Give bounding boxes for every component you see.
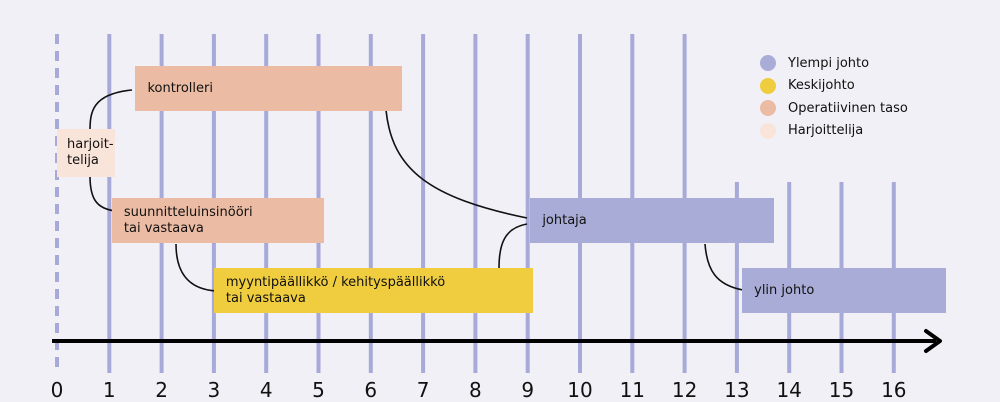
connector-trainee-controller — [89, 89, 133, 132]
role-bar-director: johtaja — [530, 198, 774, 243]
x-tick-7: 7 — [416, 378, 430, 402]
x-tick-1: 1 — [102, 378, 116, 402]
x-axis-arrow-icon — [924, 329, 942, 353]
role-bar-sales: myyntipäällikkö / kehityspäällikkö tai v… — [213, 268, 533, 313]
legend: Ylempi johto Keskijohto Operatiivinen ta… — [760, 52, 908, 142]
role-bar-controller: kontrolleri — [135, 66, 403, 111]
legend-item-upper-management: Ylempi johto — [760, 52, 908, 75]
x-tick-4: 4 — [259, 378, 273, 402]
x-tick-14: 14 — [776, 378, 802, 402]
legend-item-operational-level: Operatiivinen taso — [760, 97, 908, 120]
legend-label: Operatiivinen taso — [788, 100, 908, 116]
x-tick-10: 10 — [567, 378, 593, 402]
x-tick-8: 8 — [469, 378, 482, 402]
role-label: myyntipäällikkö / kehityspäällikkö tai v… — [225, 274, 446, 306]
legend-dot-icon — [760, 122, 776, 139]
legend-label: Harjoittelija — [788, 123, 864, 139]
x-tick-6: 6 — [364, 378, 378, 402]
legend-item-trainee: Harjoittelija — [760, 120, 908, 143]
x-tick-15: 15 — [828, 378, 855, 402]
x-tick-16: 16 — [881, 378, 907, 402]
role-label: ylin johto — [754, 282, 815, 298]
legend-label: Keskijohto — [788, 78, 855, 94]
connector-sales-director — [498, 223, 528, 269]
x-tick-13: 13 — [724, 378, 750, 402]
x-tick-3: 3 — [207, 378, 221, 402]
role-label: kontrolleri — [147, 80, 213, 96]
legend-dot-icon — [760, 77, 776, 94]
role-bar-top: ylin johto — [742, 268, 947, 313]
role-bar-trainee: harjoit- telija — [57, 129, 115, 177]
x-tick-12: 12 — [671, 378, 698, 402]
x-tick-0: 0 — [50, 378, 64, 402]
connector-planner-sales — [175, 243, 217, 292]
x-tick-9: 9 — [521, 378, 535, 402]
connector-trainee-planner — [89, 175, 117, 212]
role-label: suunnitteluinsinööri tai vastaava — [123, 204, 253, 236]
legend-dot-icon — [760, 55, 776, 72]
x-axis — [52, 329, 942, 353]
x-tick-5: 5 — [312, 378, 325, 402]
legend-label: Ylempi johto — [788, 55, 870, 71]
connector-director-top — [704, 243, 744, 291]
x-tick-11: 11 — [619, 378, 646, 402]
x-tick-2: 2 — [155, 378, 168, 402]
legend-item-middle-management: Keskijohto — [760, 75, 908, 98]
connectors — [89, 89, 744, 292]
role-label: johtaja — [542, 212, 587, 228]
role-label: harjoit- telija — [67, 137, 114, 168]
role-bar-planner: suunnitteluinsinööri tai vastaava — [111, 198, 324, 243]
legend-dot-icon — [760, 100, 776, 117]
connector-controller-director — [385, 109, 528, 219]
